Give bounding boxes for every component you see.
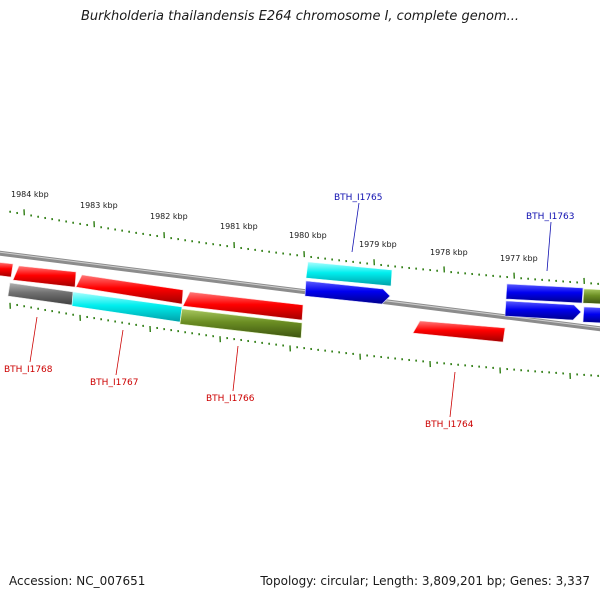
accession-text: Accession: NC_007651 <box>9 574 146 588</box>
gene-label-bth-i1765[interactable]: BTH_I1765 <box>334 193 383 203</box>
gene-feature-olive[interactable] <box>179 308 303 339</box>
gene-feature-blue-forward[interactable] <box>582 306 600 324</box>
ruler-label-1981: 1981 kbp <box>220 222 258 231</box>
map-title: Burkholderia thailandensis E264 chromoso… <box>80 9 520 24</box>
gene-label-bth-i1768[interactable]: BTH_I1768 <box>4 365 53 375</box>
gene-feature-cyan-forward[interactable] <box>305 261 393 287</box>
ruler-label-1984: 1984 kbp <box>11 190 49 199</box>
ruler-label-1983: 1983 kbp <box>80 201 118 210</box>
chromosome-backbone <box>0 250 600 332</box>
gene-feature-blue-forward[interactable] <box>504 300 582 321</box>
leader-line-bth-i1768 <box>29 316 38 363</box>
gene-feature-red[interactable] <box>75 274 184 305</box>
gene-feature-red[interactable] <box>12 265 77 288</box>
kbp-ticks-outer <box>9 209 600 285</box>
gene-label-bth-i1766[interactable]: BTH_I1766 <box>206 394 255 404</box>
gene-feature-olive-forward[interactable] <box>582 288 600 305</box>
topology-summary-text: Topology: circular; Length: 3,809,201 bp… <box>260 574 590 588</box>
ruler-label-1978: 1978 kbp <box>430 248 468 257</box>
gene-label-bth-i1764[interactable]: BTH_I1764 <box>425 420 474 430</box>
gene-feature-blue-forward[interactable] <box>304 280 391 305</box>
leader-line-bth-i1767 <box>115 329 124 376</box>
gene-feature-blue-forward[interactable] <box>505 283 584 304</box>
ruler-label-1977: 1977 kbp <box>500 254 538 263</box>
chromosome-backbone-highlight <box>0 251 600 329</box>
ruler-label-1980: 1980 kbp <box>289 231 327 240</box>
ruler-label-1979: 1979 kbp <box>359 240 397 249</box>
gene-feature-red[interactable] <box>412 320 506 343</box>
gene-label-bth-i1763[interactable]: BTH_I1763 <box>526 212 575 222</box>
kbp-ticks-inner <box>9 302 600 379</box>
ruler-label-1982: 1982 kbp <box>150 212 188 221</box>
leader-line-bth-i1766 <box>232 345 239 392</box>
gene-feature-red[interactable] <box>182 291 304 321</box>
gene-feature-red-edge[interactable] <box>0 262 14 278</box>
leader-line-bth-i1763 <box>546 221 552 272</box>
leader-line-bth-i1764 <box>449 371 456 418</box>
gene-feature-gray[interactable] <box>7 282 74 306</box>
gene-label-bth-i1767[interactable]: BTH_I1767 <box>90 378 139 388</box>
leader-line-bth-i1765 <box>351 202 360 253</box>
